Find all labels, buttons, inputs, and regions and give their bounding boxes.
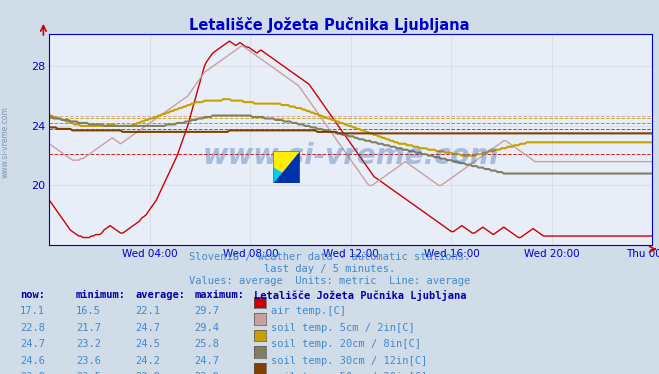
Text: soil temp. 30cm / 12in[C]: soil temp. 30cm / 12in[C] (271, 356, 427, 366)
Text: 23.6: 23.6 (76, 356, 101, 366)
Text: 24.2: 24.2 (135, 356, 160, 366)
Text: 23.5: 23.5 (76, 372, 101, 374)
Polygon shape (273, 151, 300, 183)
Text: 16.5: 16.5 (76, 306, 101, 316)
Text: 25.8: 25.8 (194, 339, 219, 349)
Text: 23.8: 23.8 (135, 372, 160, 374)
Text: minimum:: minimum: (76, 290, 126, 300)
Text: soil temp. 20cm / 8in[C]: soil temp. 20cm / 8in[C] (271, 339, 421, 349)
Text: maximum:: maximum: (194, 290, 244, 300)
Text: soil temp. 5cm / 2in[C]: soil temp. 5cm / 2in[C] (271, 323, 415, 333)
Text: Slovenia / weather data - automatic stations.: Slovenia / weather data - automatic stat… (189, 252, 470, 263)
Text: 22.1: 22.1 (135, 306, 160, 316)
Text: Letališče Jožeta Pučnika Ljubljana: Letališče Jožeta Pučnika Ljubljana (254, 290, 466, 301)
Text: 23.9: 23.9 (194, 372, 219, 374)
Text: soil temp. 50cm / 20in[C]: soil temp. 50cm / 20in[C] (271, 372, 427, 374)
Text: 24.7: 24.7 (135, 323, 160, 333)
Text: www.si-vreme.com: www.si-vreme.com (203, 142, 499, 170)
Text: 23.2: 23.2 (76, 339, 101, 349)
Text: 24.5: 24.5 (135, 339, 160, 349)
Polygon shape (273, 168, 300, 183)
Text: 21.7: 21.7 (76, 323, 101, 333)
Text: last day / 5 minutes.: last day / 5 minutes. (264, 264, 395, 275)
Text: www.si-vreme.com: www.si-vreme.com (1, 106, 10, 178)
Text: 24.7: 24.7 (20, 339, 45, 349)
Text: average:: average: (135, 290, 185, 300)
Text: 29.4: 29.4 (194, 323, 219, 333)
Text: 23.9: 23.9 (20, 372, 45, 374)
Text: 29.7: 29.7 (194, 306, 219, 316)
Text: now:: now: (20, 290, 45, 300)
Text: 24.7: 24.7 (194, 356, 219, 366)
Text: Letališče Jožeta Pučnika Ljubljana: Letališče Jožeta Pučnika Ljubljana (189, 17, 470, 33)
Text: air temp.[C]: air temp.[C] (271, 306, 346, 316)
Text: 24.6: 24.6 (20, 356, 45, 366)
Text: 22.8: 22.8 (20, 323, 45, 333)
Text: Values: average  Units: metric  Line: average: Values: average Units: metric Line: aver… (189, 276, 470, 286)
Polygon shape (273, 151, 300, 183)
Text: 17.1: 17.1 (20, 306, 45, 316)
